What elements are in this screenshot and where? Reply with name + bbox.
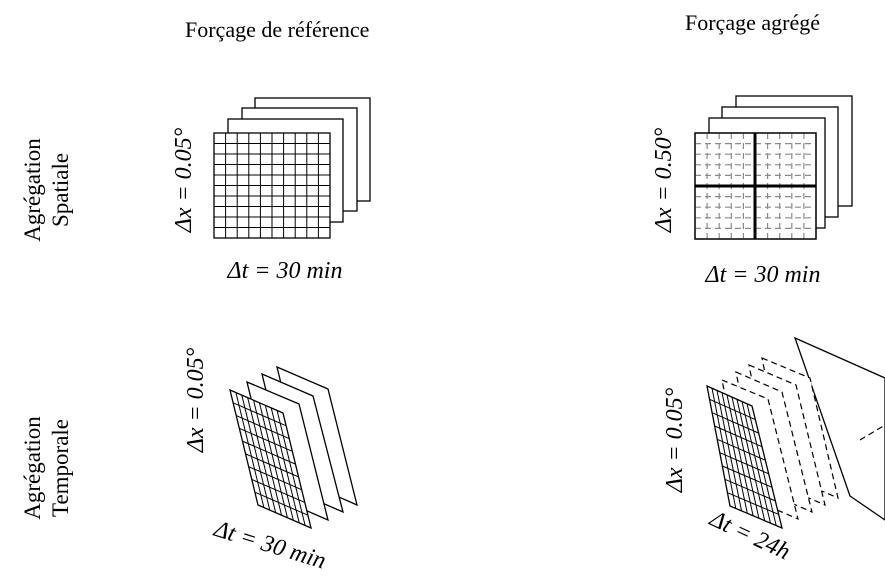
delta-t-label: Δt = 30 min: [705, 262, 821, 288]
delta-t-label: Δt = 30 min: [227, 258, 343, 284]
delta-x-label: Δx = 0.05°: [171, 127, 197, 233]
row-label-spatial-line1: Agrégation: [20, 138, 45, 242]
row-label-temporal-line1: Agrégation: [20, 416, 45, 520]
row-label-temporal: Agrégation Temporale: [20, 416, 73, 520]
delta-t-label: Δt = 30 min: [210, 516, 328, 575]
delta-x-label: Δx = 0.50°: [651, 127, 677, 233]
column-header-aggregated: Forçage agrégé: [685, 10, 820, 35]
delta-x-label: Δx = 0.05°: [662, 387, 688, 493]
panel-temporal-aggregated: Δx = 0.05° Δt = 24h: [662, 336, 885, 565]
fine-grid-reference: [706, 384, 783, 530]
panel-spatial-reference: Δx = 0.05° Δt = 30 min: [171, 97, 371, 284]
row-label-spatial: Agrégation Spatiale: [20, 138, 73, 242]
panel-temporal-reference: Δx = 0.05° Δt = 30 min: [183, 347, 358, 575]
fine-grid-reference: [213, 132, 331, 239]
row-label-spatial-line2: Spatiale: [48, 153, 73, 227]
delta-x-label: Δx = 0.05°: [183, 347, 209, 453]
daily-aggregated-layer: [793, 336, 885, 521]
panel-spatial-aggregated: Δx = 0.50° Δt = 30 min: [651, 95, 853, 288]
fine-grid-reference: [229, 388, 312, 530]
row-label-temporal-line2: Temporale: [48, 419, 73, 517]
column-header-reference: Forçage de référence: [185, 17, 369, 42]
